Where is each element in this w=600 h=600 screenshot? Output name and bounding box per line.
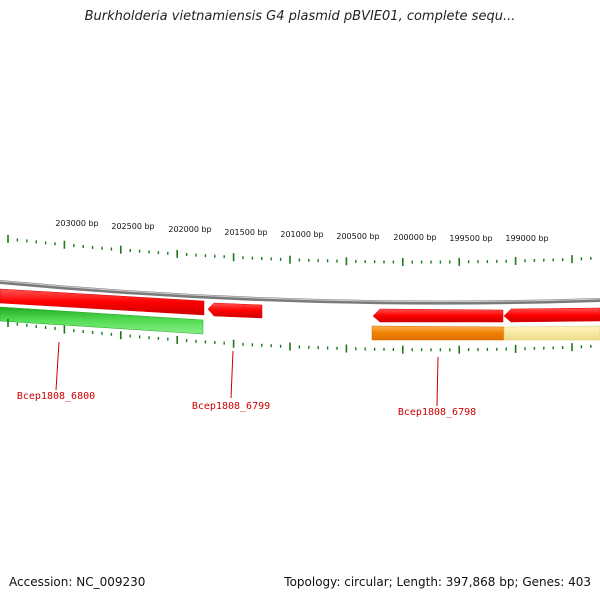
ruler-label: 202000 bp [168,225,211,234]
cds-bar-green[interactable] [0,306,204,335]
gene-label-6798[interactable]: Bcep1808_6798 [398,407,476,418]
ruler-label: 202500 bp [111,222,154,231]
cds-bar-pale[interactable] [503,325,600,341]
gene-pointer-6798 [436,356,439,407]
gene-pointer-6800 [55,341,60,391]
gene-label-6800[interactable]: Bcep1808_6800 [17,391,95,402]
gene-arrow-6798b[interactable] [503,307,600,323]
accession-text: Accession: NC_009230 [9,575,146,589]
gene-arrow-6800[interactable] [0,288,205,316]
topology-text: Topology: circular; Length: 397,868 bp; … [284,575,591,589]
ruler-label: 199500 bp [449,234,492,243]
ruler-label: 200000 bp [393,233,436,242]
ruler-top-ticks [7,234,592,266]
ruler-bottom-ticks [7,319,592,354]
map-title: Burkholderia vietnamiensis G4 plasmid pB… [84,9,516,24]
gene-pointer-6799 [230,350,234,399]
gene-label-6799[interactable]: Bcep1808_6799 [192,401,270,412]
gene-arrow-6799[interactable] [207,302,263,319]
ruler-label: 199000 bp [505,234,548,243]
ruler-labels: 203000 bp 202500 bp 202000 bp 201500 bp … [55,219,548,243]
ruler-label: 200500 bp [336,232,379,241]
ruler-label: 201500 bp [224,228,267,237]
plasmid-backbone-highlight [0,280,600,303]
cds-bar-orange[interactable] [371,325,505,341]
plasmid-backbone [0,280,600,305]
ruler-label: 201000 bp [280,230,323,239]
ruler-label: 203000 bp [55,219,98,228]
gene-arrow-6798a[interactable] [372,308,504,323]
